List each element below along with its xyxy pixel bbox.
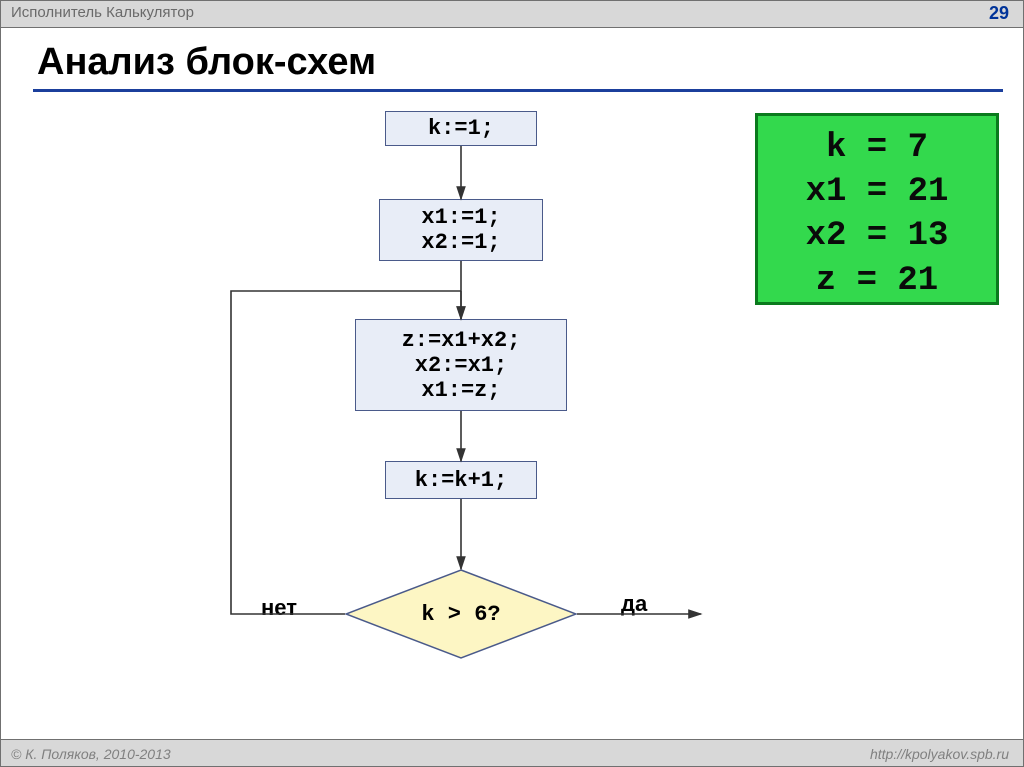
label-no: нет <box>261 595 297 621</box>
footer-url: http://kpolyakov.spb.ru <box>870 746 1009 762</box>
flow-node-init-k: k:=1; <box>385 111 537 146</box>
header-title: Исполнитель Калькулятор <box>11 4 194 21</box>
title-underline <box>33 89 1003 92</box>
footer-bar: © К. Поляков, 2010-2013 http://kpolyakov… <box>1 739 1023 766</box>
slide: Исполнитель Калькулятор 29 Анализ блок-с… <box>0 0 1024 767</box>
slide-title: Анализ блок-схем <box>37 41 376 88</box>
header-bar: Исполнитель Калькулятор 29 <box>1 1 1023 28</box>
result-panel: k = 7 x1 = 21 x2 = 13 z = 21 <box>755 113 999 305</box>
flow-node-increment: k:=k+1; <box>385 461 537 499</box>
page-number: 29 <box>989 3 1009 24</box>
footer-copyright: © К. Поляков, 2010-2013 <box>11 746 171 762</box>
flow-node-init-x: x1:=1; x2:=1; <box>379 199 543 261</box>
label-yes: да <box>621 591 647 617</box>
decision-text: k > 6? <box>345 569 577 659</box>
flow-node-body: z:=x1+x2; x2:=x1; x1:=z; <box>355 319 567 411</box>
flow-node-decision: k > 6? <box>345 569 577 659</box>
